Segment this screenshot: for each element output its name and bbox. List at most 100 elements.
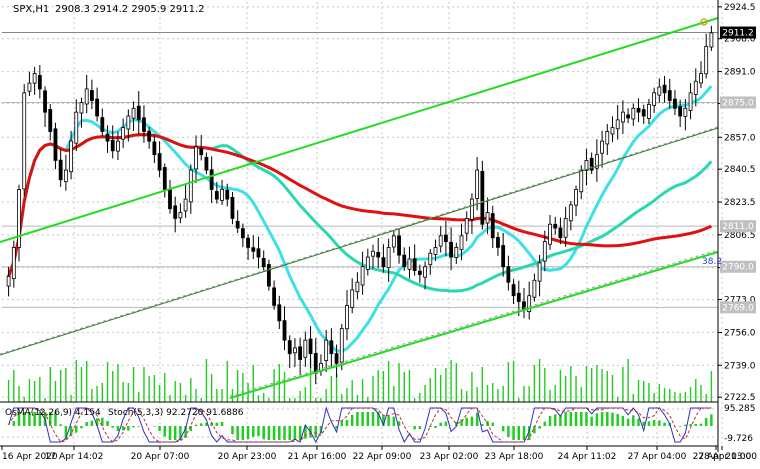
candle-body xyxy=(152,141,157,156)
price-level-box xyxy=(720,301,756,314)
candle-body xyxy=(501,245,506,268)
time-tick-label: 23 Apr 18:00 xyxy=(485,452,544,462)
candle-body xyxy=(610,127,615,135)
candle-body xyxy=(417,270,422,275)
candle-body xyxy=(449,241,454,258)
candle-body xyxy=(553,223,558,229)
candle-body xyxy=(199,148,204,156)
candle-body xyxy=(11,247,16,280)
candle-body xyxy=(485,212,490,224)
oscillator-subwindow: 95.285 -9.726 xyxy=(2,404,756,444)
price-tick-label: 2840.5 xyxy=(724,165,756,175)
price-level-box-label: 2811.0 xyxy=(722,222,754,232)
candle-body xyxy=(423,266,427,278)
candle-body xyxy=(69,140,73,173)
time-tick-label: 20 Apr 07:00 xyxy=(131,452,190,462)
price-level-box xyxy=(720,26,756,39)
candle-body xyxy=(454,247,459,258)
candle-body xyxy=(620,111,625,123)
candle-body xyxy=(235,220,240,229)
candle-body xyxy=(704,46,709,75)
candle-body xyxy=(116,140,120,152)
time-tick-label: 27 Apr 20:00 xyxy=(693,452,752,462)
candle-body xyxy=(303,339,308,358)
time-tick-label: 20 Apr 23:00 xyxy=(218,452,277,462)
candle-body xyxy=(282,320,287,341)
candle-body xyxy=(574,189,578,206)
candle-body xyxy=(391,235,396,248)
candle-body xyxy=(615,119,620,130)
candle-body xyxy=(22,92,27,190)
candle-body xyxy=(173,205,178,219)
price-tick-label: 2823.5 xyxy=(724,198,756,208)
candle-body xyxy=(121,127,126,140)
channel-lower-dashed-line xyxy=(229,249,719,397)
ohlc-values: 2908.3 2914.2 2905.9 2911.2 xyxy=(55,4,205,15)
candle-body xyxy=(652,92,657,106)
candle-body xyxy=(345,304,349,330)
candle-body xyxy=(74,111,79,144)
candle-body xyxy=(131,107,136,119)
candle-body xyxy=(568,204,573,222)
candle-body xyxy=(459,235,464,250)
candle-body xyxy=(32,73,37,84)
candle-body xyxy=(516,292,521,302)
candle-body xyxy=(527,295,532,313)
time-tick-label: 22 Apr 09:00 xyxy=(353,452,412,462)
candle-body xyxy=(214,191,219,200)
symbol-label: SPX,H1 xyxy=(13,4,49,15)
candle-body xyxy=(470,198,474,220)
channel-lower-line xyxy=(229,251,719,399)
candle-body xyxy=(397,235,401,256)
price-candles xyxy=(6,25,714,385)
candle-body xyxy=(360,266,365,286)
indicator-lines xyxy=(7,85,713,353)
candle-body xyxy=(475,169,480,199)
candle-body xyxy=(558,227,563,239)
price-tick-label: 2857.0 xyxy=(724,133,756,143)
candle-body xyxy=(240,228,245,239)
candle-body xyxy=(209,169,214,190)
price-tick-label: 2908.0 xyxy=(724,35,756,45)
candle-body xyxy=(308,338,313,355)
candle-body xyxy=(589,157,594,171)
osma-tick-label: -9.726 xyxy=(724,434,753,444)
time-tick-label: 16 Apr 2020 xyxy=(2,452,58,462)
channel-mid-line xyxy=(0,127,719,356)
candle-body xyxy=(371,250,375,257)
candle-body xyxy=(261,258,266,268)
candle-body xyxy=(126,115,131,130)
candle-body xyxy=(407,258,412,270)
price-level-box xyxy=(720,96,756,109)
price-level-box-label: 2769.0 xyxy=(722,303,754,313)
candle-body xyxy=(183,198,188,212)
candle-body xyxy=(537,262,542,282)
price-level-box xyxy=(720,220,756,233)
candle-body xyxy=(355,281,360,293)
candle-body xyxy=(386,247,391,269)
time-tick-label: 21 Apr 16:00 xyxy=(288,452,347,462)
price-tick-label: 2806.5 xyxy=(724,231,756,241)
stoch-signal-line xyxy=(8,407,712,443)
candle-body xyxy=(53,128,58,161)
candle-body xyxy=(667,90,672,101)
candle-body xyxy=(433,247,438,255)
price-tick-label: 2756.0 xyxy=(724,328,756,338)
candle-body xyxy=(298,346,303,360)
candle-body xyxy=(480,171,485,225)
candle-body xyxy=(542,241,547,262)
candle-body xyxy=(188,169,193,203)
candle-body xyxy=(272,287,277,306)
candle-body xyxy=(58,159,63,181)
candle-body xyxy=(194,146,198,170)
current-price-marker xyxy=(700,18,708,26)
candle-body xyxy=(584,160,589,171)
candle-body xyxy=(693,80,698,95)
candle-body xyxy=(563,218,568,238)
candle-body xyxy=(110,139,115,152)
candle-body xyxy=(27,82,32,92)
candle-body xyxy=(506,266,511,283)
candle-body xyxy=(63,169,68,183)
